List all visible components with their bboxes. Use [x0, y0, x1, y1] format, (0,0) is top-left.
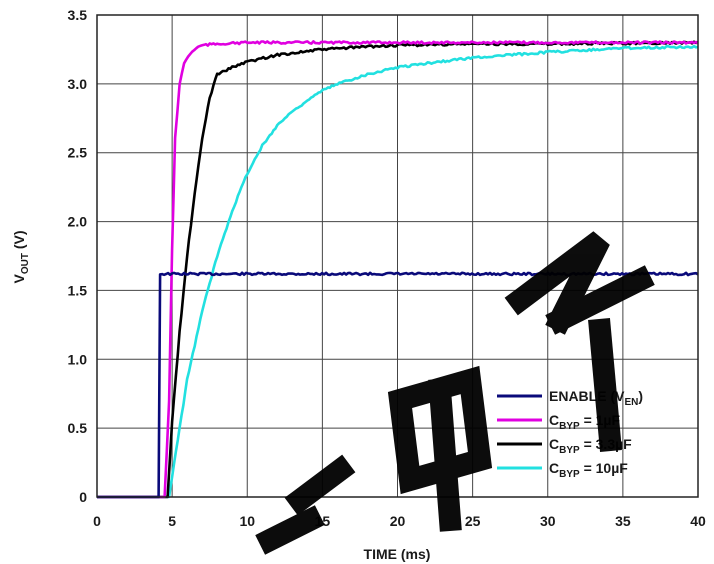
y-tick-label: 0.5: [68, 420, 88, 436]
x-tick-label: 25: [465, 513, 481, 529]
y-tick-label: 0: [79, 489, 87, 505]
y-axis-title: VOUT (V): [11, 230, 31, 283]
y-tick-label: 3.0: [68, 76, 88, 92]
x-tick-label: 30: [540, 513, 556, 529]
x-tick-label: 0: [93, 513, 101, 529]
y-axis-ticks: 0 0.5 1.0 1.5 2.0 2.5 3.0 3.5: [68, 7, 88, 505]
x-axis-ticks: 0 5 10 15 20 25 30 35 40: [93, 513, 706, 529]
x-tick-label: 15: [315, 513, 331, 529]
legend-label: ENABLE (VEN): [549, 388, 643, 408]
legend-label: CBYP = 1µF: [549, 412, 620, 432]
series-line-1: [97, 40, 699, 499]
legend: ENABLE (VEN) CBYP = 1µF CBYP = 3.3µF CBYP =…: [497, 388, 643, 480]
y-tick-label: 2.0: [68, 214, 88, 230]
x-tick-label: 35: [615, 513, 631, 529]
plot-frame: [96, 14, 699, 498]
y-tick-label: 3.5: [68, 7, 88, 23]
y-tick-label: 1.5: [68, 282, 88, 298]
x-tick-label: 5: [168, 513, 176, 529]
y-tick-label: 1.0: [68, 351, 88, 367]
legend-label: CBYP = 10µF: [549, 460, 628, 480]
series-line-3: [97, 44, 699, 499]
x-tick-label: 20: [390, 513, 406, 529]
x-tick-label: 40: [690, 513, 706, 529]
x-tick-label: 10: [239, 513, 255, 529]
legend-label: CBYP = 3.3µF: [549, 436, 632, 456]
y-tick-label: 2.5: [68, 145, 88, 161]
x-axis-title: TIME (ms): [364, 546, 431, 562]
